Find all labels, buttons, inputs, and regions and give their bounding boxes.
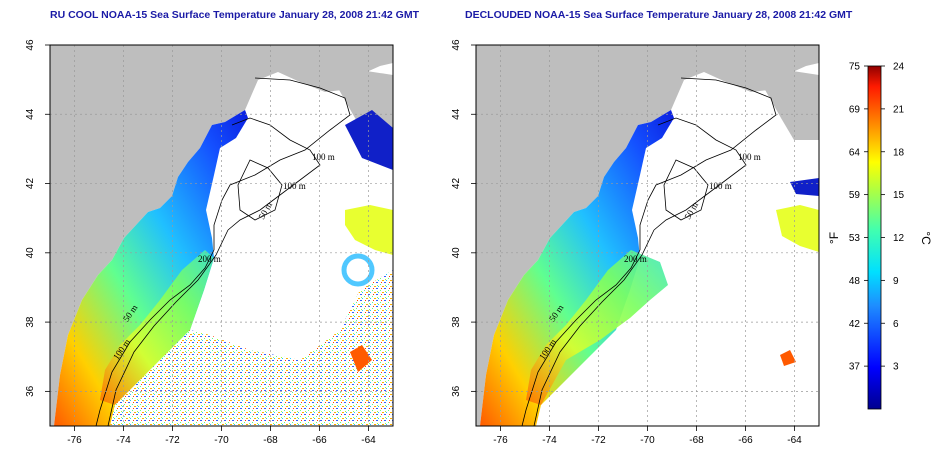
slope-water (526, 250, 668, 405)
colorbar-ticks: 24 75 21 69 18 64 15 59 12 53 9 48 6 42 3 37 (849, 62, 905, 373)
x-tick-label: -70 (214, 435, 229, 446)
x-tick-label: -72 (591, 435, 606, 446)
map-panel-raw: 100 m 100 m 50 m 200 m 50 m 100 m (50, 45, 393, 427)
celsius-label: °C (919, 231, 933, 245)
celsius-tick-label: 18 (893, 147, 905, 158)
cloud-noise-region (110, 270, 393, 426)
cold-patch (790, 178, 819, 196)
celsius-tick-label: 9 (893, 276, 899, 287)
fahrenheit-tick-label: 48 (849, 276, 861, 287)
contour-label: 100 m (738, 152, 761, 162)
warm-eddy (345, 205, 393, 255)
map-frame (49, 44, 394, 427)
x-tick-label: -74 (116, 435, 131, 446)
warm-patch (780, 350, 796, 366)
fahrenheit-tick-label: 42 (849, 319, 861, 330)
axes-layer: -76 -74 -72 -70 -68 -66 -64 36 38 40 42 44 46 -76 -74 -… (25, 39, 820, 446)
x-tick-label: -76 (493, 435, 508, 446)
right-map-title: DECLOUDED NOAA-15 Sea Surface Temperatur… (465, 9, 853, 21)
celsius-tick-label: 12 (893, 233, 905, 244)
x-tick-label: -72 (165, 435, 180, 446)
x-tick-label: -68 (263, 435, 278, 446)
warm-patch (350, 345, 372, 372)
celsius-tick-label: 15 (893, 190, 905, 201)
y-tick-label: 42 (451, 178, 462, 190)
x-tick-label: -66 (312, 435, 327, 446)
fahrenheit-tick-label: 59 (849, 190, 861, 201)
fahrenheit-tick-label: 53 (849, 233, 861, 244)
y-tick-label: 36 (451, 385, 462, 397)
x-tick-label: -64 (787, 435, 802, 446)
x-tick-label: -64 (361, 435, 376, 446)
ring-eddy (341, 253, 375, 287)
colorbar-ramp (867, 65, 882, 410)
celsius-tick-label: 6 (893, 319, 899, 330)
fahrenheit-tick-label: 37 (849, 362, 861, 373)
celsius-tick-label: 3 (893, 362, 899, 373)
contour-label: 100 m (709, 181, 732, 191)
y-tick-label: 40 (451, 247, 462, 259)
contour-label: 200 m (198, 254, 221, 264)
map-frame (475, 44, 820, 427)
y-tick-label: 46 (451, 39, 462, 51)
fahrenheit-tick-label: 69 (849, 104, 861, 115)
land-mass (50, 45, 393, 426)
left-map-title: RU COOL NOAA-15 Sea Surface Temperature … (50, 9, 420, 21)
x-tick-label: -68 (689, 435, 704, 446)
y-tick-label: 46 (25, 39, 36, 51)
y-tick-label: 40 (25, 247, 36, 259)
fahrenheit-tick-label: 64 (849, 147, 861, 158)
celsius-tick-label: 21 (893, 104, 905, 115)
y-tick-label: 44 (451, 108, 462, 120)
y-tick-label: 44 (25, 108, 36, 120)
land-island (764, 70, 819, 140)
shelf-water (54, 110, 248, 426)
x-tick-label: -66 (738, 435, 753, 446)
contour-label: 100 m (283, 181, 306, 191)
y-tick-label: 36 (25, 385, 36, 397)
fahrenheit-tick-label: 75 (849, 62, 861, 73)
x-tick-label: -70 (640, 435, 655, 446)
contour-label: 100 m (312, 152, 335, 162)
warm-eddy (776, 205, 819, 252)
land-mass (476, 45, 819, 426)
contour-label: 200 m (624, 254, 647, 264)
x-tick-label: -74 (542, 435, 557, 446)
fahrenheit-label: °F (827, 232, 841, 244)
y-tick-label: 38 (451, 316, 462, 328)
y-tick-label: 38 (25, 316, 36, 328)
x-tick-label: -76 (67, 435, 82, 446)
shelf-water (480, 110, 674, 426)
colorbar: °F °C 24 75 21 69 18 64 15 59 12 53 9 48 6 42 3 37 (827, 62, 933, 410)
y-tick-label: 42 (25, 178, 36, 190)
bathymetry-contours (521, 77, 777, 427)
celsius-tick-label: 24 (893, 62, 905, 73)
cold-patch (345, 110, 393, 170)
